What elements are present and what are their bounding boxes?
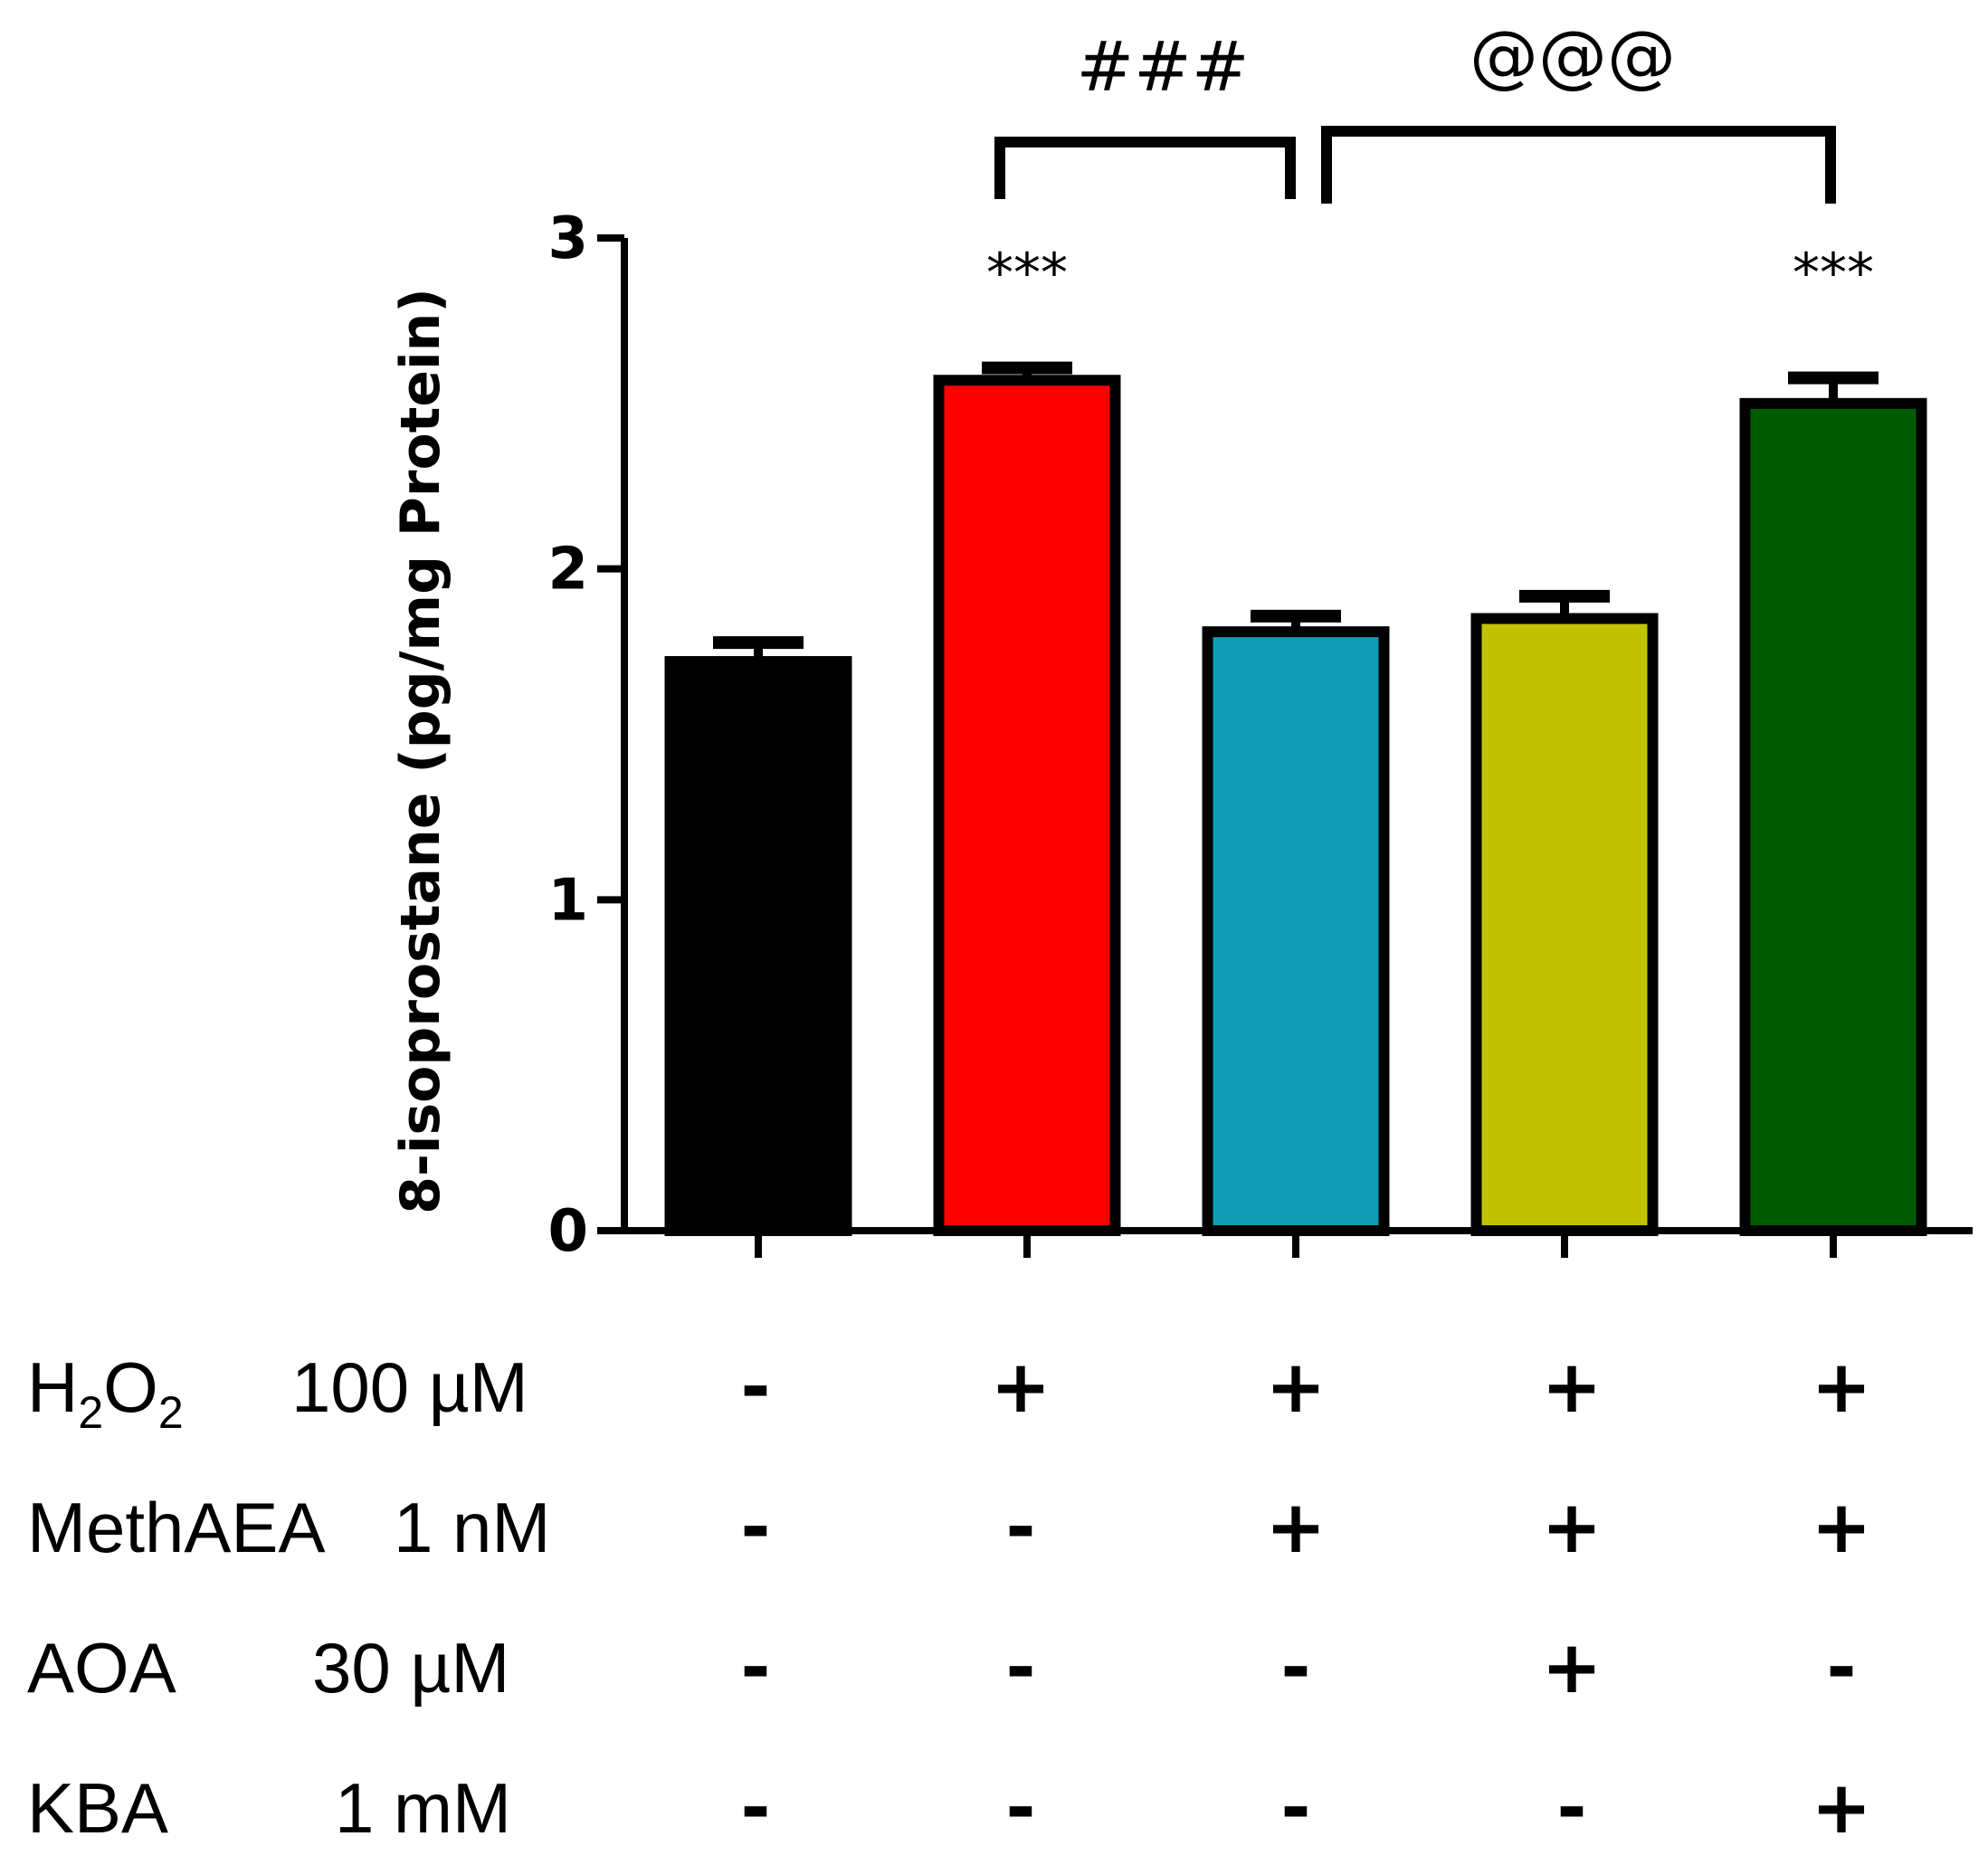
- y-tick-label: 1: [547, 867, 588, 934]
- bar: [1470, 613, 1659, 1236]
- bar: [933, 375, 1121, 1236]
- treatment-dose-kba: 1 mM: [335, 1768, 511, 1848]
- minus-sign: -: [1556, 1765, 1586, 1850]
- minus-sign: -: [1005, 1485, 1035, 1569]
- plus-sign: +: [1265, 1485, 1326, 1569]
- y-tick-label: 0: [547, 1198, 588, 1265]
- plus-sign: +: [1811, 1345, 1871, 1429]
- bar: [1202, 626, 1390, 1236]
- bracket-label: @@@: [1470, 15, 1676, 96]
- error-cap: [1251, 609, 1341, 623]
- y-tick-label: 2: [547, 537, 588, 604]
- comparison-bracket: [1321, 126, 1836, 204]
- plot-area: 0 1 2 3 *** *** ### @@@: [547, 15, 1973, 1265]
- treatment-label-kba: KBA: [27, 1768, 168, 1848]
- treatment-label-aoa: AOA: [27, 1628, 176, 1708]
- plus-sign: +: [1541, 1485, 1602, 1569]
- treatment-dose-aoa: 30 µM: [312, 1628, 509, 1708]
- significance-stars: ***: [1793, 242, 1874, 305]
- significance-stars: ***: [986, 242, 1068, 305]
- plus-sign: +: [1265, 1345, 1326, 1429]
- bracket-label: ###: [1076, 26, 1249, 107]
- plus-sign: +: [1541, 1625, 1602, 1709]
- minus-sign: -: [740, 1345, 770, 1429]
- treatment-label-methaea: MethAEA: [27, 1488, 325, 1567]
- treatment-table: H2O2 100 µM MethAEA 1 nM AOA 30 µM KBA 1…: [27, 1345, 1872, 1850]
- error-cap: [1788, 371, 1879, 385]
- comparison-bracket: [994, 137, 1296, 199]
- minus-sign: -: [1280, 1625, 1310, 1709]
- plus-sign: +: [990, 1345, 1051, 1429]
- minus-sign: -: [740, 1625, 770, 1709]
- treatment-label-h2o2: H2O2: [27, 1347, 184, 1438]
- minus-sign: -: [1005, 1765, 1035, 1850]
- minus-sign: -: [740, 1765, 770, 1850]
- minus-sign: -: [1005, 1625, 1035, 1709]
- minus-sign: -: [1280, 1765, 1310, 1850]
- treatment-dose-methaea: 1 nM: [394, 1488, 550, 1567]
- plus-sign: +: [1541, 1345, 1602, 1429]
- error-cap: [982, 361, 1072, 375]
- minus-sign: -: [1826, 1625, 1856, 1709]
- treatment-dose-h2o2: 100 µM: [291, 1347, 528, 1427]
- error-cap: [1519, 589, 1610, 603]
- bar: [664, 656, 852, 1236]
- bar: [1739, 397, 1927, 1237]
- plus-sign: +: [1811, 1485, 1871, 1569]
- error-cap: [713, 636, 804, 650]
- y-tick-label: 3: [547, 205, 588, 272]
- y-axis-title: 8-isoprostane (pg/mg Protein): [389, 288, 452, 1214]
- minus-sign: -: [740, 1485, 770, 1569]
- plus-sign: +: [1811, 1765, 1871, 1850]
